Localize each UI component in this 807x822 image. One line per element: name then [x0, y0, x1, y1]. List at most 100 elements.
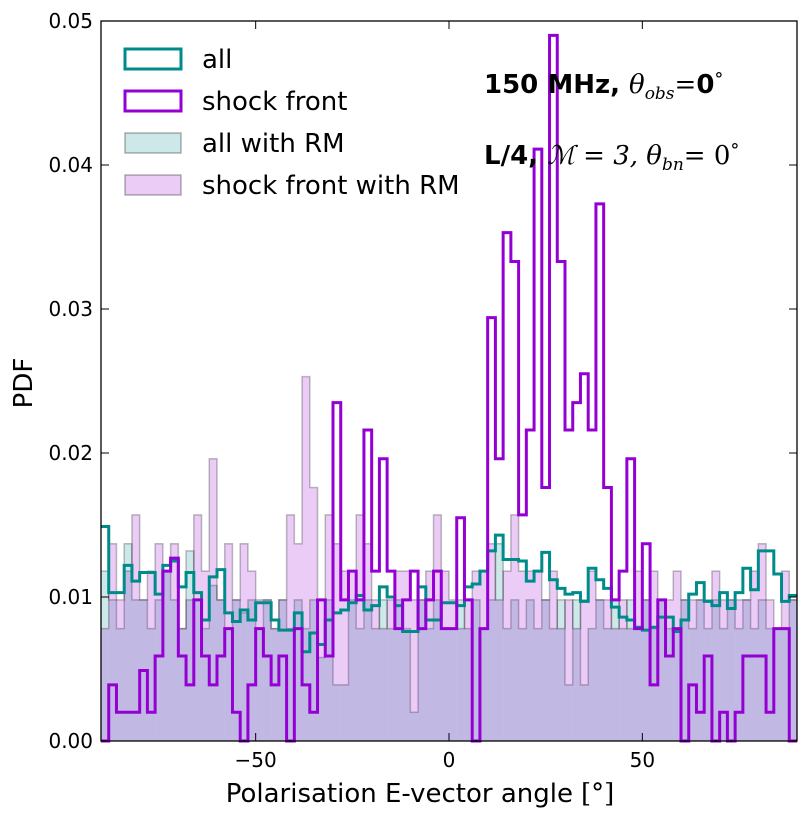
hist-bar — [541, 599, 550, 741]
hist-bar — [309, 599, 318, 741]
annotation-mach-angle: L/4, ℳ = 3, θbn= 0° — [484, 140, 739, 175]
hist-bar — [124, 543, 132, 741]
hist-bar — [634, 628, 643, 741]
hist-bar — [178, 628, 187, 741]
hist-bar — [371, 628, 380, 741]
step-histograms — [101, 33, 797, 743]
hist-bar — [379, 628, 388, 741]
hist-bar — [441, 571, 449, 741]
hist-bar — [673, 571, 681, 741]
hist-bar — [549, 628, 558, 741]
y-tick-label: 0.03 — [48, 297, 93, 321]
hist-bar — [603, 628, 612, 741]
hist-bar — [116, 599, 125, 741]
hist-bar — [317, 599, 326, 741]
hist-bar — [766, 599, 774, 741]
hist-bar — [232, 599, 241, 741]
hist-bar — [456, 628, 465, 741]
hist-bar — [681, 599, 689, 741]
hist-bar — [619, 628, 627, 741]
hist-bar — [325, 599, 333, 741]
hist-bar — [580, 599, 589, 741]
hist-bar — [278, 599, 287, 741]
hist-bar — [626, 599, 635, 741]
hist-bar — [650, 571, 658, 741]
hist-bar — [503, 571, 511, 741]
hist-bar — [742, 599, 751, 741]
hist-bar — [247, 599, 256, 741]
hist-bar — [387, 599, 395, 741]
hist-bar — [101, 628, 109, 741]
hist-bar — [224, 628, 233, 741]
hist-bar — [410, 712, 419, 741]
legend-label-shock-front-with-rm: shock front with RM — [202, 171, 460, 201]
hist-bar — [371, 599, 380, 741]
legend-swatch-shock-front-with-rm — [124, 174, 182, 196]
hist-bar — [526, 599, 535, 741]
hist-bar — [727, 599, 736, 741]
hist-bar — [565, 684, 573, 741]
hist-bar — [735, 628, 743, 741]
hist-bar — [333, 543, 341, 741]
hist-bar — [170, 599, 179, 741]
x-tick-label: 0 — [443, 748, 456, 772]
hist-bar — [124, 571, 132, 741]
hist-bar — [518, 571, 527, 741]
annotation-frequency-angle: 150 MHz, θobs=0° — [484, 69, 723, 104]
hist-bar — [665, 628, 674, 741]
hist-bar — [224, 543, 233, 741]
hist-bar — [356, 628, 364, 741]
hist-bar — [456, 599, 465, 741]
legend: all shock front all with RM shock front … — [123, 45, 460, 201]
hist-bar — [278, 599, 287, 741]
hist-bar — [394, 571, 403, 741]
hist-bar — [247, 571, 256, 741]
hist-bar — [665, 599, 674, 741]
hist-bar — [356, 514, 364, 741]
hist-bar — [425, 628, 434, 741]
hist-bar — [155, 543, 163, 741]
hist-bar — [302, 376, 310, 741]
hist-bar — [557, 599, 565, 741]
hist-bar — [425, 571, 434, 741]
hist-bar — [572, 599, 581, 741]
hist-bar — [487, 543, 496, 741]
hist-bar — [711, 571, 720, 741]
hist-bar — [147, 571, 156, 741]
hist-bar — [789, 599, 797, 741]
series-line-shock-front — [101, 33, 797, 743]
hist-bar — [495, 599, 504, 741]
hist-bar — [464, 599, 473, 741]
hist-bar — [742, 599, 751, 741]
hist-bar — [255, 628, 264, 741]
hist-bar — [418, 599, 426, 741]
x-axis-label: Polarisation E-vector angle [°] — [226, 779, 615, 809]
hist-bar — [209, 585, 217, 741]
hist-bar — [595, 599, 604, 741]
hist-bar — [565, 599, 573, 741]
hist-bar — [534, 571, 542, 741]
hist-bar — [131, 514, 140, 741]
hist-bar — [209, 458, 217, 741]
hist-bar — [255, 599, 264, 741]
hist-bar — [116, 628, 125, 741]
hist-bar — [657, 599, 666, 741]
x-axis-ticks: −50 0 50 — [235, 21, 655, 772]
hist-bar — [472, 599, 480, 741]
hist-bar — [611, 599, 620, 741]
hist-bar — [510, 514, 519, 741]
hist-bar — [240, 543, 248, 741]
hist-bar — [526, 571, 535, 741]
legend-label-all-with-rm: all with RM — [202, 129, 345, 159]
hist-bar — [727, 599, 736, 741]
hist-bar — [170, 543, 179, 741]
hist-bar — [217, 599, 225, 741]
hist-bar — [193, 599, 202, 741]
hist-bar — [162, 571, 171, 741]
hist-bar — [580, 684, 589, 741]
hist-bar — [186, 550, 194, 741]
hist-bar — [317, 657, 326, 741]
y-axis-ticks: 0.00 0.01 0.02 0.03 0.04 0.05 — [48, 9, 797, 753]
hist-bar — [402, 628, 411, 741]
